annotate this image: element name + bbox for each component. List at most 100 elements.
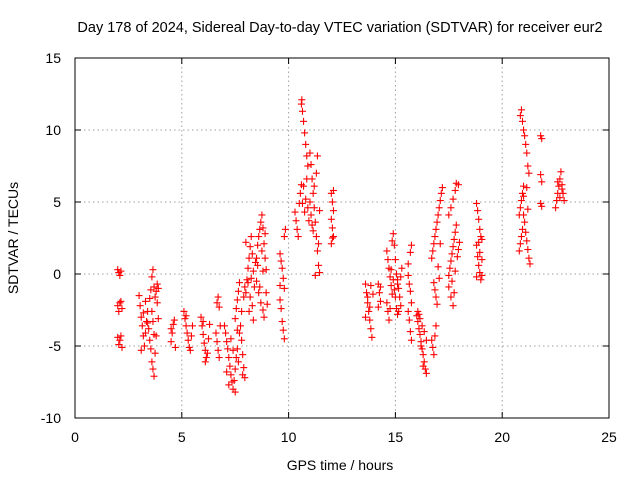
- data-point: [454, 181, 462, 189]
- data-point: [398, 264, 406, 272]
- data-point: [310, 182, 318, 190]
- data-point: [182, 312, 190, 320]
- data-point: [448, 250, 456, 258]
- data-point: [432, 225, 440, 233]
- data-point: [149, 318, 157, 326]
- data-point: [313, 247, 321, 255]
- data-point: [184, 336, 192, 344]
- data-point: [316, 269, 324, 277]
- data-point: [523, 149, 531, 157]
- data-point: [140, 342, 148, 350]
- data-point: [329, 233, 337, 241]
- data-point: [199, 318, 207, 326]
- data-point: [474, 207, 482, 215]
- data-point: [258, 247, 266, 255]
- data-point: [451, 228, 459, 236]
- x-tick-label: 25: [601, 429, 617, 445]
- data-point: [374, 303, 382, 311]
- data-point: [525, 254, 533, 262]
- data-point: [240, 364, 248, 372]
- data-point: [304, 204, 312, 212]
- data-point: [149, 365, 157, 373]
- data-point: [233, 326, 241, 334]
- data-point: [560, 197, 568, 205]
- data-point: [537, 171, 545, 179]
- data-point: [232, 305, 240, 313]
- data-point: [301, 208, 309, 216]
- data-point: [203, 349, 211, 357]
- data-point: [383, 247, 391, 255]
- data-point: [434, 263, 442, 271]
- x-tick-label: 15: [388, 429, 404, 445]
- data-point: [224, 345, 232, 353]
- data-point: [154, 284, 162, 292]
- data-point: [520, 182, 528, 190]
- x-tick-label: 10: [281, 429, 297, 445]
- data-point: [364, 293, 372, 301]
- data-point: [151, 349, 159, 357]
- data-point: [310, 204, 318, 212]
- data-point: [255, 289, 263, 297]
- data-point: [366, 316, 374, 324]
- data-point: [277, 257, 285, 265]
- plot-frame: [74, 57, 610, 419]
- data-point: [186, 346, 194, 354]
- data-point: [249, 316, 257, 324]
- data-point: [169, 320, 177, 328]
- data-point: [524, 246, 532, 254]
- data-point: [404, 307, 412, 315]
- data-point: [305, 217, 313, 225]
- data-point: [214, 346, 222, 354]
- data-point: [309, 227, 317, 235]
- data-point: [313, 152, 321, 160]
- data-point: [259, 267, 267, 275]
- data-point: [386, 305, 394, 313]
- data-point: [450, 235, 458, 243]
- data-point: [387, 282, 395, 290]
- data-point: [234, 358, 242, 366]
- data-point: [475, 215, 483, 223]
- data-point: [450, 289, 458, 297]
- data-point: [445, 283, 453, 291]
- data-point: [253, 277, 261, 285]
- data-point: [406, 287, 414, 295]
- data-point: [559, 189, 567, 197]
- data-point: [144, 319, 152, 327]
- data-point: [240, 293, 248, 301]
- data-point: [431, 233, 439, 241]
- data-point: [232, 354, 240, 362]
- data-point: [438, 184, 446, 192]
- data-point: [475, 261, 483, 269]
- data-point: [281, 225, 289, 233]
- data-point: [148, 307, 156, 315]
- data-point: [258, 211, 266, 219]
- data-point: [538, 135, 546, 143]
- data-point: [234, 287, 242, 295]
- data-point: [407, 241, 415, 249]
- data-point: [256, 283, 264, 291]
- data-point: [435, 274, 443, 282]
- data-point: [419, 351, 427, 359]
- data-point: [153, 280, 161, 288]
- data-point: [361, 280, 369, 288]
- data-point: [432, 293, 440, 301]
- data-point: [395, 307, 403, 315]
- data-point: [249, 267, 257, 275]
- data-point: [143, 318, 151, 326]
- data-point: [242, 289, 250, 297]
- data-point: [327, 215, 335, 223]
- data-point: [422, 369, 430, 377]
- data-point: [524, 162, 532, 170]
- data-point: [244, 264, 252, 272]
- data-point: [278, 264, 286, 272]
- data-point: [392, 270, 400, 278]
- data-point: [434, 211, 442, 219]
- data-point: [552, 204, 560, 212]
- data-point: [397, 302, 405, 310]
- data-point: [367, 325, 375, 333]
- data-point: [167, 338, 175, 346]
- data-point: [517, 233, 525, 241]
- data-point: [478, 235, 486, 243]
- y-tick-label: 5: [53, 194, 61, 210]
